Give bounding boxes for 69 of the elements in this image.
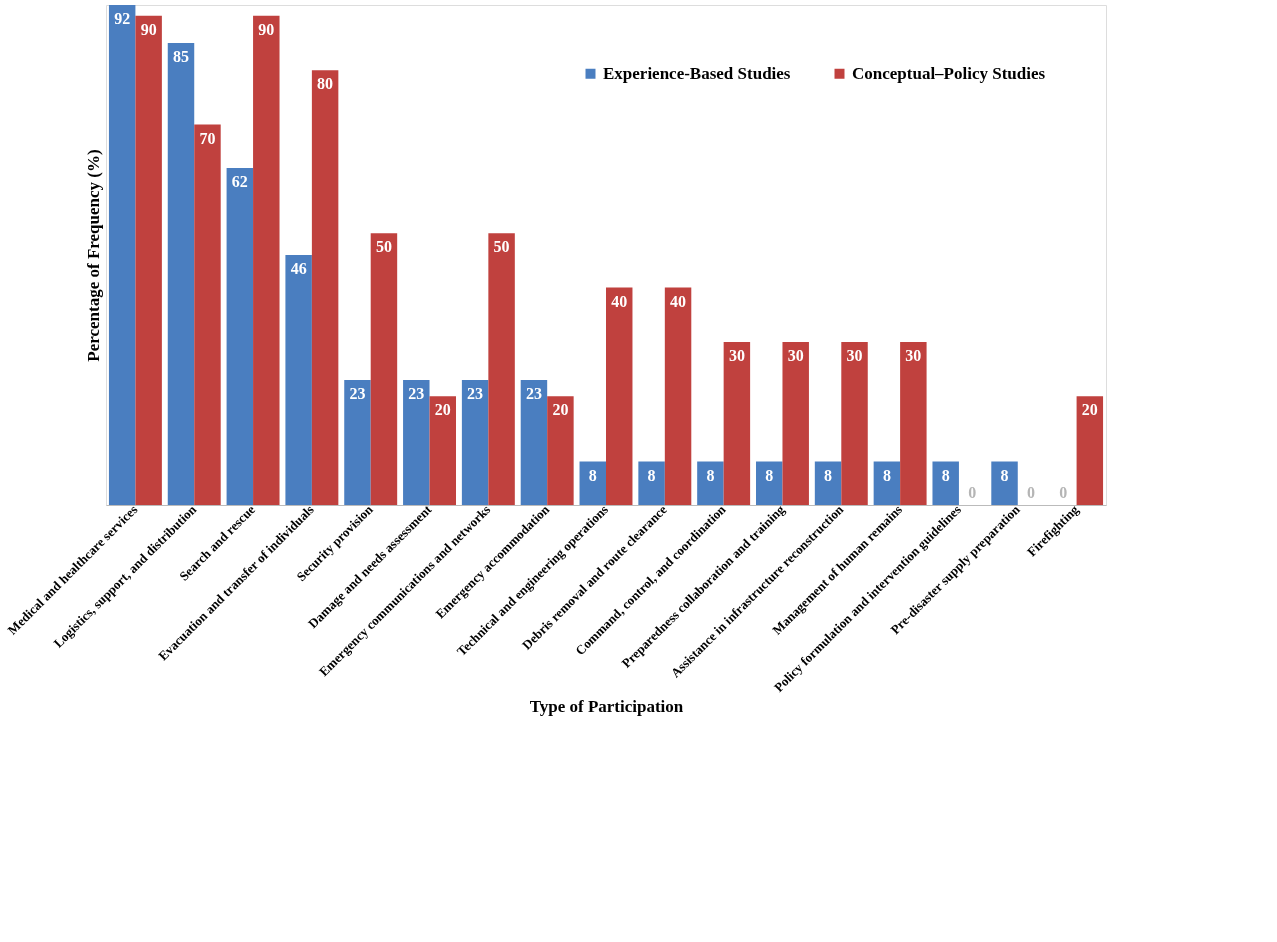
bar — [311, 70, 339, 505]
data-label: 8 — [1000, 466, 1009, 484]
data-label: 8 — [647, 466, 656, 484]
bar — [226, 168, 254, 505]
bar — [697, 461, 724, 505]
data-label: 40 — [611, 292, 628, 310]
data-label: 8 — [941, 466, 950, 484]
bar — [873, 461, 901, 505]
x-axis-title: Type of Participation — [529, 696, 684, 716]
data-label: 8 — [588, 466, 597, 484]
bar — [108, 5, 136, 505]
data-label: 8 — [706, 466, 715, 484]
data-label: 30 — [787, 346, 804, 364]
data-label: 20 — [552, 401, 569, 419]
bar — [841, 341, 868, 505]
bar — [194, 124, 221, 505]
bar — [782, 341, 809, 505]
bar — [991, 461, 1018, 505]
bar — [344, 380, 371, 505]
bar — [814, 461, 842, 505]
data-label: 20 — [1081, 401, 1098, 419]
bar — [547, 396, 574, 505]
data-label: 0 — [1059, 484, 1068, 501]
bar — [638, 461, 665, 505]
bar — [285, 255, 312, 505]
bar — [606, 287, 633, 505]
data-label: 90 — [140, 20, 157, 38]
data-label: 46 — [290, 260, 307, 277]
data-label: 0 — [968, 484, 977, 501]
bar — [723, 341, 751, 505]
data-label: 20 — [434, 401, 451, 419]
bar — [1076, 396, 1104, 505]
data-label: 0 — [1027, 484, 1035, 501]
data-label: 23 — [525, 385, 542, 402]
data-label: 50 — [493, 238, 510, 256]
data-label: 23 — [408, 385, 425, 402]
legend-label: Conceptual–Policy Studies — [852, 63, 1046, 83]
data-label: 23 — [467, 385, 484, 402]
bar — [932, 461, 959, 505]
bar — [664, 287, 692, 505]
bar — [253, 15, 280, 505]
data-label: 40 — [670, 292, 687, 310]
legend-label: Experience-Based Studies — [603, 63, 791, 83]
data-label: 30 — [905, 346, 922, 364]
bar — [461, 380, 489, 505]
data-label: 30 — [728, 346, 745, 364]
data-label: 8 — [882, 466, 891, 484]
data-label: 92 — [114, 10, 131, 27]
data-label: 85 — [173, 48, 189, 66]
bar — [900, 341, 927, 505]
data-label: 23 — [349, 385, 366, 402]
bar — [135, 15, 162, 505]
data-label: 50 — [375, 238, 392, 256]
bar — [579, 461, 606, 505]
bar — [756, 461, 783, 505]
data-label: 90 — [258, 20, 275, 38]
data-label: 8 — [824, 466, 833, 484]
bar — [520, 380, 548, 505]
y-axis-title: Percentage of Frequency (%) — [83, 149, 103, 362]
data-label: 80 — [317, 75, 334, 93]
data-label: 30 — [846, 346, 863, 364]
bar — [370, 233, 398, 505]
data-label: 8 — [765, 466, 774, 484]
data-label: 62 — [231, 173, 248, 191]
bar — [488, 233, 515, 505]
bar — [403, 380, 430, 505]
bar — [167, 43, 195, 505]
bar — [429, 396, 456, 505]
data-label: 70 — [199, 129, 216, 147]
